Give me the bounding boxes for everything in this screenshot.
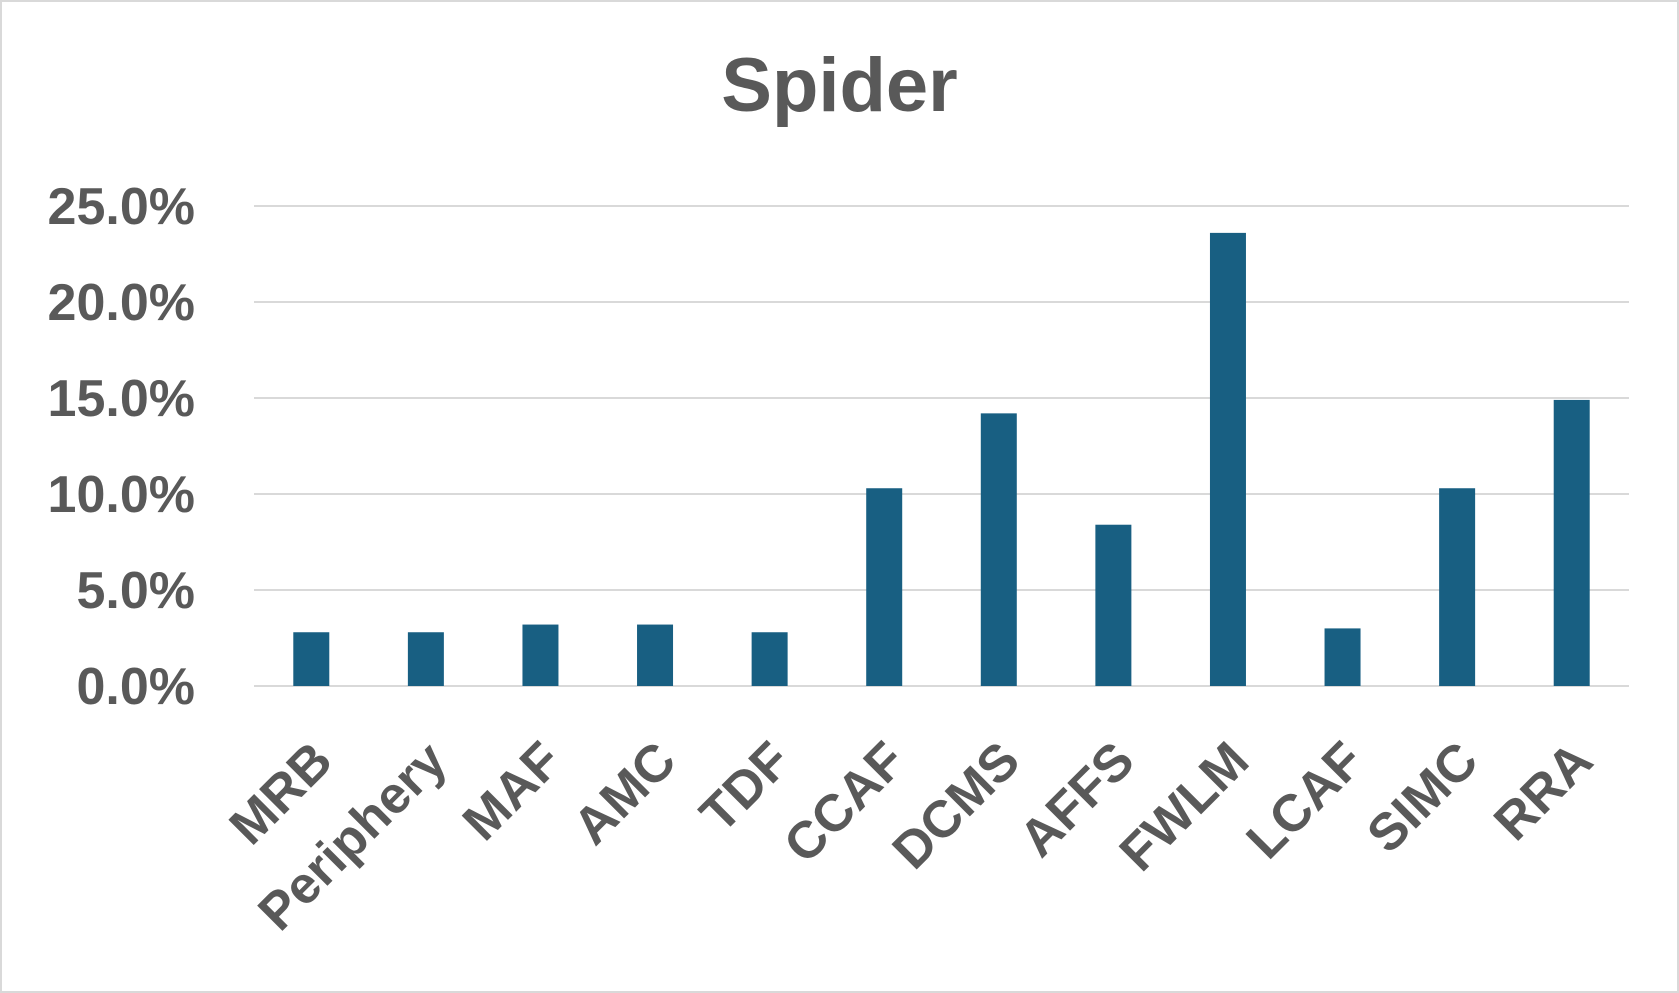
y-tick-label: 0.0% xyxy=(76,658,195,716)
bar-fwlm xyxy=(1209,232,1246,686)
y-tick-label: 10.0% xyxy=(48,466,195,524)
x-category-label: SIMC xyxy=(1356,731,1489,864)
y-axis-tick-labels: 0.0% 5.0% 10.0% 15.0% 20.0% 25.0% xyxy=(48,178,195,716)
bar-affs xyxy=(1095,524,1132,686)
bar-maf xyxy=(522,624,559,686)
bar-dcms xyxy=(980,413,1017,686)
bar-tdf xyxy=(751,632,788,686)
gridlines xyxy=(254,205,1629,687)
y-tick-label: 25.0% xyxy=(48,178,195,236)
bar-lcaf xyxy=(1324,628,1361,686)
bars xyxy=(293,232,1590,686)
y-tick-label: 20.0% xyxy=(48,274,195,332)
chart-title: Spider xyxy=(721,43,958,128)
x-category-label: DCMS xyxy=(882,731,1031,880)
y-tick-label: 15.0% xyxy=(48,370,195,428)
bar-amc xyxy=(637,624,674,686)
x-category-label: MAF xyxy=(452,731,573,852)
y-tick-label: 5.0% xyxy=(76,562,195,620)
bar-mrb xyxy=(293,632,330,686)
x-category-label: AMC xyxy=(562,731,687,856)
bar-rra xyxy=(1553,399,1590,686)
x-category-label: LCAF xyxy=(1236,731,1375,870)
bar-periphery xyxy=(407,632,444,686)
bar-ccaf xyxy=(866,488,903,686)
x-category-label: FWLM xyxy=(1109,731,1260,882)
bar-simc xyxy=(1439,488,1476,686)
x-category-label: RRA xyxy=(1483,731,1604,852)
